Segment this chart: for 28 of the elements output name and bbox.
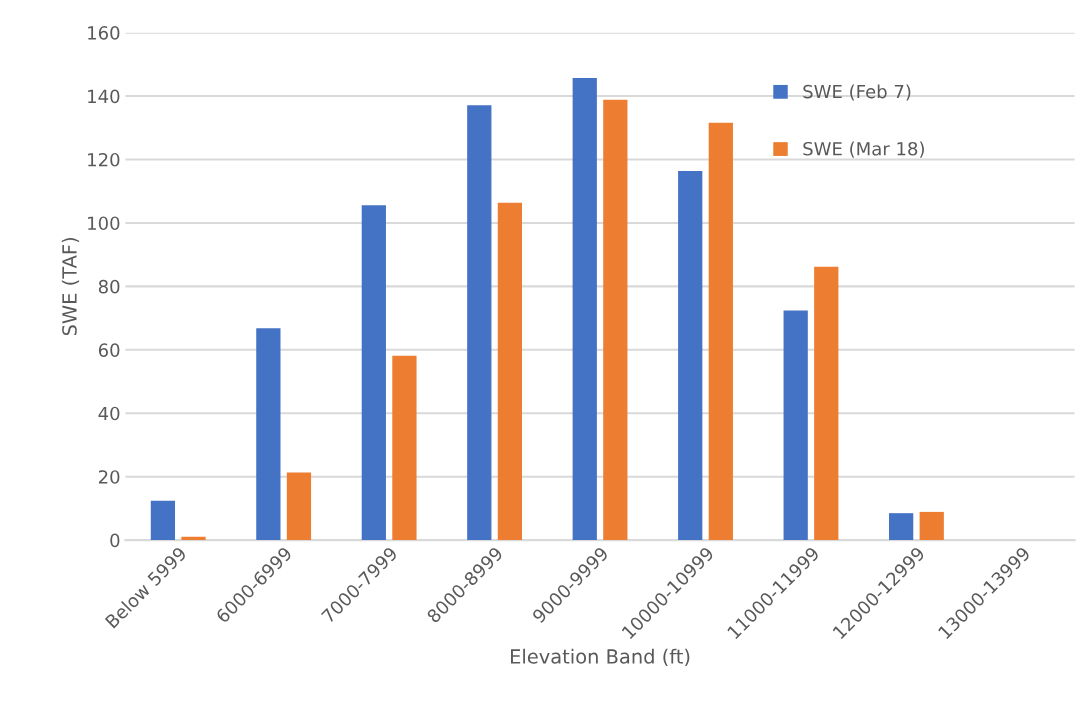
x-axis-title: Elevation Band (ft) (511, 648, 690, 667)
legend-label: SWE (Mar 18) (803, 141, 924, 158)
bar (361, 205, 386, 541)
bar (467, 105, 492, 541)
bar (256, 328, 281, 541)
bar (783, 310, 808, 541)
y-tick-label: 60 (98, 343, 120, 357)
y-tick-label: 0 (110, 533, 120, 548)
bar (919, 511, 944, 541)
legend-label: SWE (Feb 7) (803, 84, 911, 101)
bar (392, 355, 417, 541)
y-tick-label: 20 (98, 470, 120, 484)
bar (286, 472, 312, 541)
y-tick-label: 100 (88, 216, 120, 231)
bar (497, 202, 523, 541)
bar (814, 266, 839, 541)
bar (708, 122, 733, 541)
y-axis-title: SWE (TAF) (61, 238, 80, 336)
y-tick-label: 140 (88, 89, 120, 104)
bar (889, 513, 914, 541)
y-tick-label: 160 (88, 26, 120, 40)
bar (572, 77, 597, 541)
y-tick-label: 40 (98, 406, 120, 421)
y-tick-label: 120 (88, 152, 120, 167)
bar (678, 170, 703, 541)
bar (150, 500, 176, 541)
bar (603, 99, 628, 541)
y-tick-label: 80 (98, 279, 120, 294)
